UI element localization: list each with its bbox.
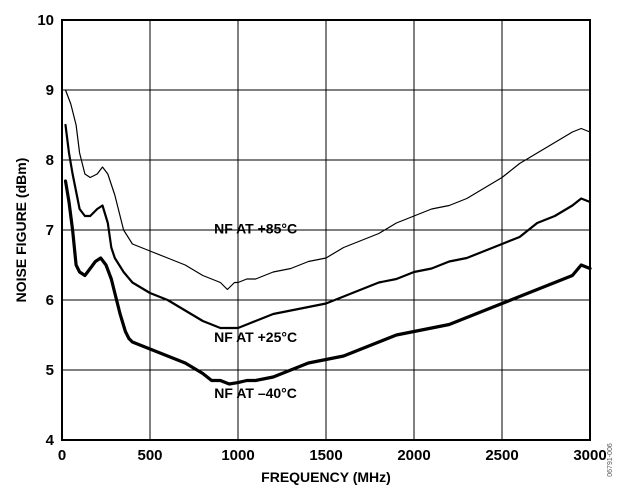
curve-annotations: NF AT +85°C NF AT +25°C NF AT –40°C <box>214 221 297 402</box>
x-tick-labels: 0 500 1000 1500 2000 2500 3000 <box>58 447 607 464</box>
annotation-1: NF AT +25°C <box>214 329 297 345</box>
y-tick-label-4: 8 <box>46 152 54 169</box>
y-tick-label-6: 10 <box>37 12 54 29</box>
annotation-0: NF AT +85°C <box>214 221 297 237</box>
plot-frame <box>61 19 591 441</box>
x-tick-label-4: 2000 <box>397 447 430 464</box>
y-tick-label-0: 4 <box>46 432 55 449</box>
data-curves <box>63 89 592 386</box>
figure-id: 06791-006 <box>607 443 614 477</box>
x-tick-label-5: 2500 <box>485 447 518 464</box>
series-line-2 <box>63 179 592 386</box>
series-line-0 <box>64 89 591 291</box>
y-tick-labels: 4 5 6 7 8 9 10 <box>37 12 54 449</box>
y-axis-title: NOISE FIGURE (dBm) <box>13 158 29 303</box>
x-tick-label-1: 500 <box>137 447 162 464</box>
x-tick-label-0: 0 <box>58 447 66 464</box>
y-tick-label-2: 6 <box>46 292 54 309</box>
x-tick-label-6: 3000 <box>573 447 606 464</box>
y-tick-label-3: 7 <box>46 222 54 239</box>
x-axis-title: FREQUENCY (MHz) <box>261 469 391 485</box>
y-tick-label-1: 5 <box>46 362 54 379</box>
annotation-2: NF AT –40°C <box>214 385 297 401</box>
y-tick-label-5: 9 <box>46 82 54 99</box>
x-tick-label-3: 1500 <box>309 447 342 464</box>
x-tick-label-2: 1000 <box>221 447 254 464</box>
series-line-1 <box>64 123 592 330</box>
